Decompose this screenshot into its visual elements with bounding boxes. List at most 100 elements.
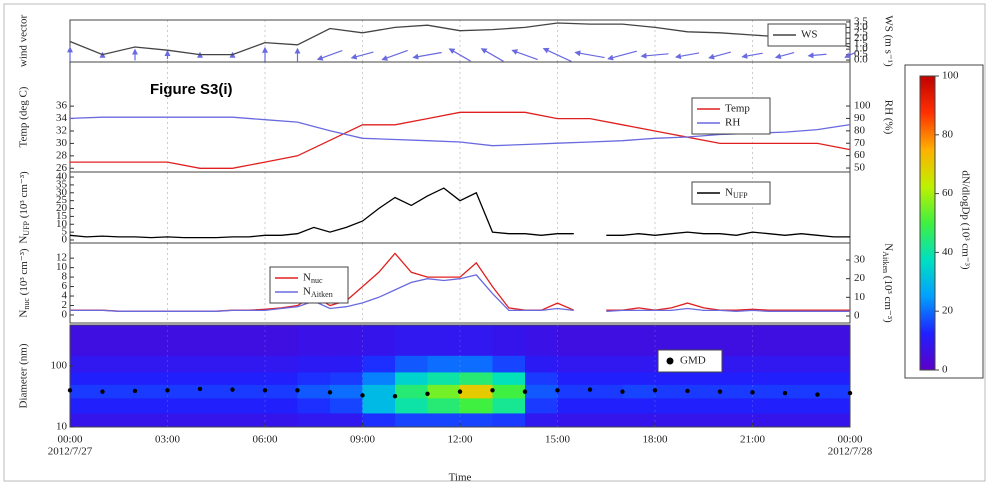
heat-cell [525, 325, 558, 356]
heat-cell [232, 325, 266, 356]
y2-tick-label: 0 [854, 310, 860, 322]
gmd-point [457, 389, 463, 394]
heat-cell [297, 384, 331, 399]
heat-cell [622, 412, 656, 428]
y-tick-label: 100 [51, 360, 68, 372]
y2-tick-label: 60 [854, 149, 866, 161]
y-tick-label: 40 [56, 171, 68, 183]
y-tick-label: 8 [62, 271, 68, 283]
y-tick-label: 10 [56, 421, 68, 433]
heat-cell [427, 412, 461, 428]
heat-cell [687, 384, 721, 399]
y-tick-label: 2 [62, 299, 68, 311]
y-axis-label: NUFP (10³ cm⁻³) [18, 171, 31, 244]
heat-cell [330, 384, 363, 399]
heat-cell [102, 355, 136, 373]
heat-cell [752, 325, 786, 356]
y2-tick-label: 100 [854, 100, 871, 112]
y-axis-label: Temp (deg C) [18, 86, 30, 147]
series-line [70, 252, 850, 312]
heat-cell [102, 412, 136, 428]
heat-cell [427, 325, 461, 356]
heat-cell [492, 384, 526, 399]
heat-cell [70, 384, 103, 399]
y-tick-label: 15 [56, 210, 68, 222]
heat-cell [70, 325, 103, 356]
heat-cell [557, 412, 591, 428]
gmd-point [847, 390, 853, 396]
y-tick-label: 4 [62, 290, 68, 302]
heat-cell [135, 371, 168, 385]
gmd-point [587, 387, 593, 392]
heat-cell [752, 397, 786, 414]
heat-cell [557, 384, 591, 399]
heat-cell [492, 397, 526, 414]
heat-cell [427, 371, 461, 385]
wind-arrow [350, 51, 374, 60]
heat-cell [395, 384, 428, 399]
heat-cell [557, 355, 591, 373]
heat-cell [232, 384, 266, 399]
heat-cell [265, 384, 298, 399]
heat-cell [102, 397, 136, 414]
y2-tick-label: 3.0 [854, 21, 868, 33]
legend-box [767, 23, 847, 47]
heat-cell [135, 384, 168, 399]
y-tick-label: 5 [62, 226, 68, 238]
y2-tick-label: 10 [854, 291, 866, 303]
y-tick-label: 36 [56, 100, 68, 112]
heat-cell [232, 371, 266, 385]
gmd-point [327, 390, 333, 395]
heat-cell [330, 355, 363, 373]
heat-cell [785, 384, 818, 399]
legend-box [657, 349, 723, 373]
heat-cell [427, 384, 461, 399]
heat-cell [135, 355, 168, 373]
heat-cell [427, 397, 461, 414]
heat-cell [785, 371, 818, 385]
panel-frame [69, 242, 851, 324]
heat-cell [622, 355, 656, 373]
heat-cell [102, 384, 136, 399]
heat-cell [232, 355, 266, 373]
heat-cell [232, 412, 266, 428]
x-tick-label: 00:00 [837, 434, 863, 446]
gmd-point [100, 389, 105, 394]
y-axis-label: Diameter (nm) [18, 343, 30, 408]
heat-cell [265, 355, 298, 373]
heat-cell [200, 371, 233, 385]
heat-cell [297, 412, 331, 428]
heat-cell [167, 325, 201, 356]
x-tick-label: 06:00 [252, 434, 278, 446]
heat-cell [297, 371, 331, 385]
y-tick-label: 30 [56, 137, 68, 149]
gmd-point [295, 388, 300, 393]
outer-border [3, 3, 986, 482]
heat-cell [655, 397, 688, 414]
heat-cell [167, 371, 201, 385]
heat-cell [590, 325, 623, 356]
wind-arrow [807, 52, 827, 59]
wind-arrow [511, 49, 538, 61]
y2-tick-label: 0.0 [854, 54, 868, 66]
heat-cell [525, 412, 558, 428]
heat-cell [525, 397, 558, 414]
gmd-point [132, 388, 138, 394]
y-tick-label: 34 [56, 112, 68, 124]
y2-tick-label: 1.0 [854, 43, 868, 55]
heat-cell [525, 371, 558, 385]
y-tick-label: 0 [62, 234, 68, 246]
y-tick-label: 12 [56, 252, 67, 264]
heat-cell [492, 325, 526, 356]
heat-cell [590, 371, 623, 385]
legend-label: Nnuc [303, 272, 323, 285]
panel-frame [69, 324, 851, 428]
gmd-point [490, 388, 495, 393]
colorbar-tick-label: 40 [942, 246, 954, 258]
heat-cell [752, 384, 786, 399]
heat-cell [362, 397, 396, 414]
heat-cell [70, 371, 103, 385]
series-line [69, 187, 850, 239]
series-line [70, 111, 851, 169]
colorbar-tick-label: 0 [942, 364, 948, 376]
